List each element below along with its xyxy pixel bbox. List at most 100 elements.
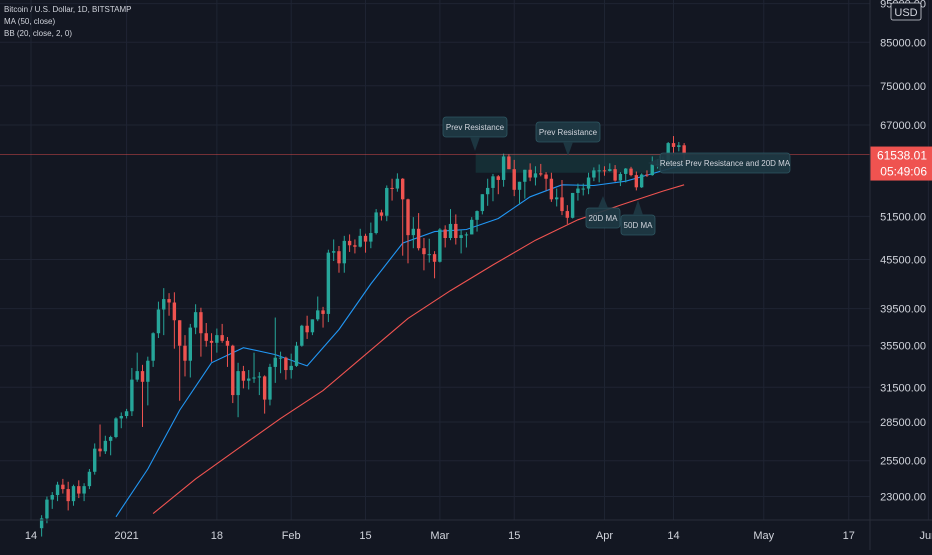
candle-up	[342, 235, 346, 273]
candle-down	[337, 245, 341, 273]
x-tick-label: Jun	[920, 530, 932, 542]
candle-up	[294, 341, 299, 367]
candle-down	[539, 163, 543, 177]
candle-body	[305, 325, 309, 333]
candle-body	[427, 254, 431, 256]
candle-body	[55, 484, 60, 496]
callout-pointer	[598, 196, 608, 208]
candle-up	[316, 296, 320, 322]
candle-down	[262, 375, 267, 414]
x-tick-label: Apr	[596, 530, 613, 542]
candle-up	[470, 217, 474, 235]
candle-body	[220, 335, 224, 341]
candle-body	[193, 312, 198, 328]
candle-down	[512, 159, 516, 197]
callout-text: 20D MA	[589, 214, 619, 223]
candle-body	[247, 378, 251, 381]
candle-body	[533, 173, 538, 178]
candle-body	[406, 199, 410, 236]
candle-up	[257, 372, 262, 396]
candle-down	[645, 170, 649, 177]
candle-up	[385, 185, 389, 222]
candle-body	[523, 169, 527, 182]
candle-up	[326, 249, 331, 323]
countdown-label: 05:49:06	[880, 165, 927, 179]
y-tick-label: 39500.00	[880, 304, 926, 316]
candle-body	[310, 319, 315, 333]
candle-down	[204, 322, 208, 347]
candle-body	[390, 187, 394, 189]
candle-up	[480, 194, 485, 215]
candle-body	[470, 219, 474, 235]
candle-body	[241, 371, 246, 381]
candle-up	[485, 178, 490, 206]
candle-up	[533, 166, 538, 186]
chart-legend: Bitcoin / U.S. Dollar, 1D, BITSTAMP MA (…	[4, 4, 131, 40]
candle-down	[528, 163, 532, 182]
candle-body	[597, 170, 601, 172]
candle-up	[82, 483, 86, 502]
candle-down	[225, 337, 230, 367]
x-tick-label: Mar	[430, 530, 449, 542]
candle-body	[66, 489, 70, 502]
candle-up	[491, 173, 495, 202]
candle-up	[252, 352, 256, 383]
y-tick-label: 51500.00	[880, 211, 926, 223]
candle-body	[284, 357, 288, 371]
candle-down	[220, 323, 224, 343]
candle-up	[475, 210, 479, 232]
candle-body	[331, 251, 336, 253]
candle-body	[650, 164, 654, 176]
candle-down	[347, 234, 352, 252]
candle-body	[326, 252, 331, 314]
candle-body	[183, 345, 187, 361]
ma-indicator-label: MA (50, close)	[4, 17, 56, 26]
candle-body	[39, 518, 44, 529]
candle-body	[177, 320, 182, 346]
candle-body	[539, 173, 543, 175]
candle-body	[257, 376, 262, 378]
candle-up	[523, 169, 527, 199]
candle-down	[416, 213, 421, 251]
candle-down	[140, 364, 145, 427]
x-tick-label: May	[753, 530, 774, 542]
candle-body	[199, 312, 203, 334]
candle-body	[316, 310, 320, 320]
candle-down	[61, 478, 65, 494]
candle-body	[252, 377, 256, 379]
candle-up	[124, 408, 129, 419]
candle-body	[61, 484, 65, 490]
candle-up	[517, 181, 522, 204]
candle-body	[130, 379, 134, 412]
candle-body	[114, 418, 118, 437]
candle-down	[560, 179, 564, 216]
candle-body	[549, 178, 554, 200]
candle-body	[448, 223, 453, 239]
candle-body	[517, 181, 522, 190]
candle-down	[634, 171, 639, 191]
candle-body	[639, 174, 644, 188]
candle-up	[677, 141, 681, 152]
candle-up	[135, 352, 139, 382]
candle-body	[586, 177, 591, 189]
candle-body	[103, 440, 108, 452]
candle-body	[225, 340, 230, 346]
candle-down	[406, 198, 410, 264]
candle-down	[172, 292, 177, 349]
candle-up	[374, 209, 378, 235]
candle-body	[353, 245, 357, 247]
candle-body	[501, 156, 506, 180]
candle-body	[82, 486, 86, 494]
candle-body	[268, 366, 272, 400]
candle-down	[199, 307, 203, 357]
candle-body	[342, 240, 346, 264]
last-price-label: 61538.01	[877, 149, 927, 163]
candle-up	[93, 443, 97, 475]
candle-up	[501, 153, 506, 187]
candle-body	[108, 436, 113, 441]
x-tick-label: 15	[359, 530, 371, 542]
candle-body	[576, 188, 580, 193]
